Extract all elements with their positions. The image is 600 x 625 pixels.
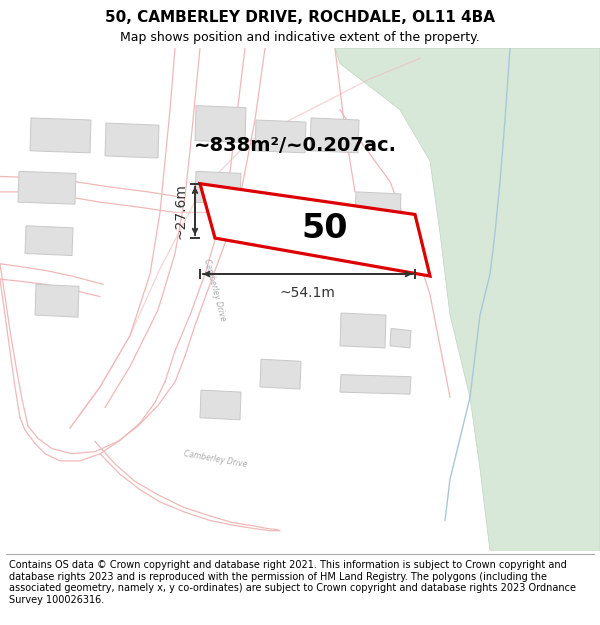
Polygon shape [35,284,79,317]
Polygon shape [25,226,73,256]
Text: Contains OS data © Crown copyright and database right 2021. This information is : Contains OS data © Crown copyright and d… [9,560,576,605]
Polygon shape [105,123,159,158]
Text: ~838m²/~0.207ac.: ~838m²/~0.207ac. [193,136,397,155]
Polygon shape [260,359,301,389]
Polygon shape [30,118,91,153]
Text: Camberley Drive: Camberley Drive [182,449,247,469]
Text: Map shows position and indicative extent of the property.: Map shows position and indicative extent… [120,31,480,44]
Text: ~27.6m: ~27.6m [173,183,187,239]
Text: 50, CAMBERLEY DRIVE, ROCHDALE, OL11 4BA: 50, CAMBERLEY DRIVE, ROCHDALE, OL11 4BA [105,9,495,24]
Text: ~54.1m: ~54.1m [280,286,335,301]
Polygon shape [200,184,430,276]
Polygon shape [390,329,411,348]
Polygon shape [200,390,241,420]
Polygon shape [340,374,411,394]
Polygon shape [310,118,359,153]
Polygon shape [335,48,600,551]
Text: 50: 50 [302,212,348,244]
Polygon shape [195,171,241,204]
Polygon shape [340,313,386,348]
Polygon shape [255,120,306,153]
Polygon shape [355,192,401,225]
Text: Camberley Drive: Camberley Drive [202,258,227,322]
Polygon shape [195,106,246,142]
Polygon shape [18,171,76,204]
